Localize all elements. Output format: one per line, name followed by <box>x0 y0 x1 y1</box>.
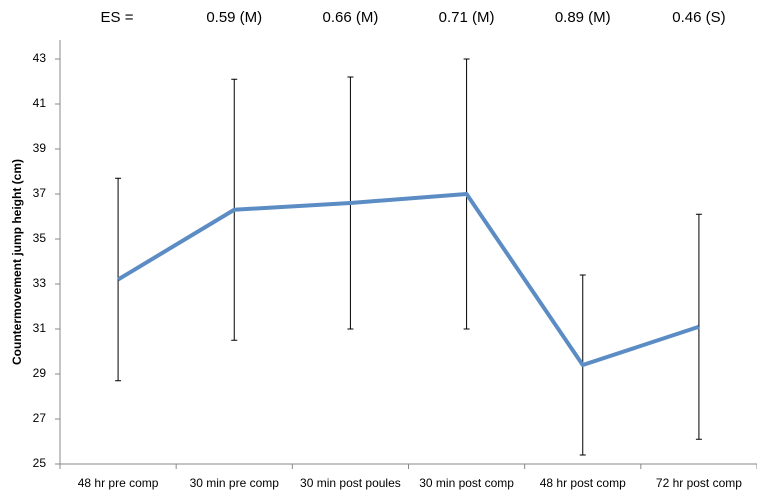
y-tick-label: 41 <box>33 96 47 110</box>
y-tick-label: 25 <box>33 456 47 470</box>
y-tick-label: 39 <box>33 141 47 155</box>
x-tick-label: 72 hr post comp <box>656 476 742 490</box>
y-tick-label: 35 <box>33 231 47 245</box>
effect-size: 0.46 (S) <box>672 9 725 26</box>
y-tick-label: 37 <box>33 186 47 200</box>
y-tick-label: 43 <box>33 51 47 65</box>
effect-size: 0.89 (M) <box>555 9 611 26</box>
effect-size: 0.71 (M) <box>439 9 495 26</box>
effect-size: 0.66 (M) <box>322 9 378 26</box>
y-axis-label: Countermovement jump height (cm) <box>10 159 24 365</box>
es-label: ES = <box>101 9 134 26</box>
y-tick-label: 33 <box>33 276 47 290</box>
y-tick-label: 27 <box>33 411 47 425</box>
x-tick-label: 48 hr post comp <box>540 476 626 490</box>
y-tick-label: 29 <box>33 366 47 380</box>
y-tick-label: 31 <box>33 321 47 335</box>
x-tick-label: 30 min post poules <box>300 476 401 490</box>
effect-size: 0.59 (M) <box>206 9 262 26</box>
x-tick-label: 48 hr pre comp <box>78 476 159 490</box>
data-line <box>117 192 700 367</box>
x-tick-label: 30 min post comp <box>419 476 514 490</box>
x-tick-label: 30 min pre comp <box>190 476 280 490</box>
